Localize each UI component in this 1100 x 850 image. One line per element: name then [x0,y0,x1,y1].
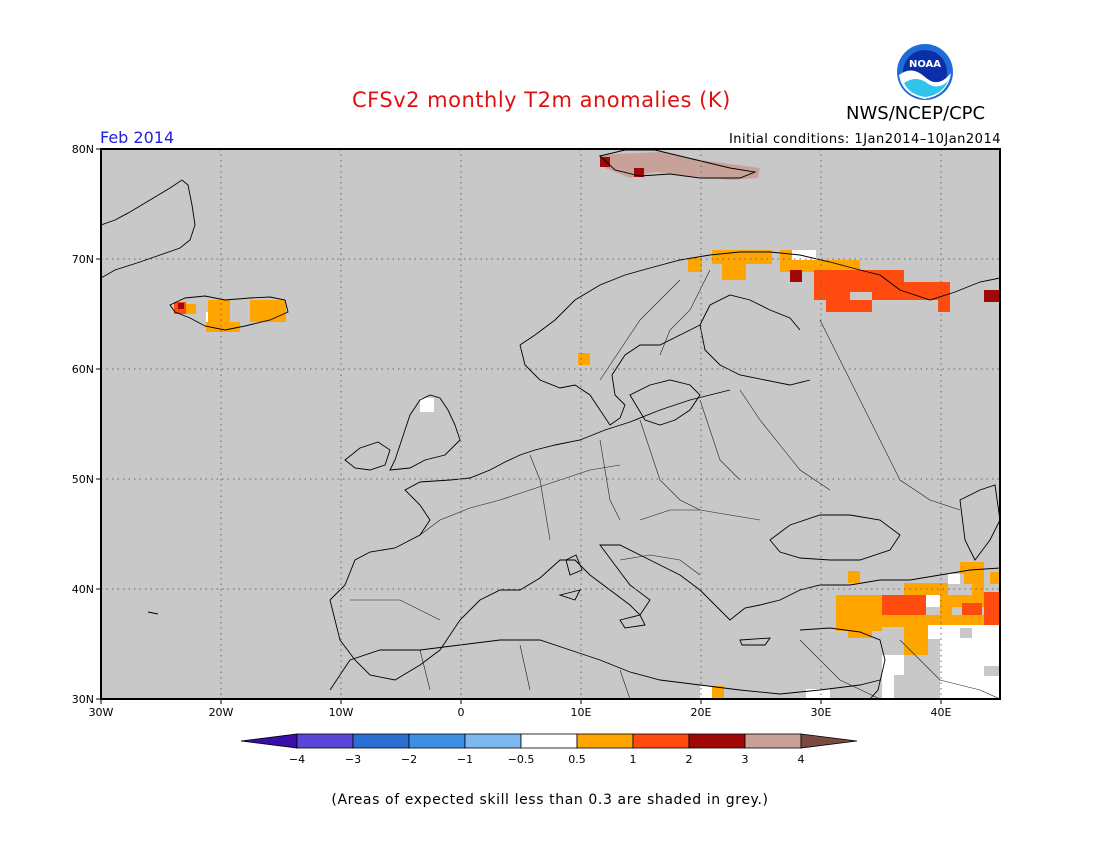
anomaly-cell [894,675,936,699]
colorbar-label: 1 [630,753,637,766]
anomaly-cell [962,603,982,615]
country-borders [350,269,1000,699]
anomaly-cell [880,615,984,627]
anomaly-cell [826,300,872,312]
colorbar-swatch [800,733,858,749]
graticule [101,149,1000,699]
anomaly-cell [964,574,984,584]
anomaly-cell [206,322,240,332]
color-bar [240,733,858,749]
noaa-logo-icon: NOAA [897,44,953,100]
colorbar-swatch [576,733,634,749]
anomaly-cell [420,398,434,412]
lat-label: 50N [72,473,94,486]
anomaly-cell [984,592,1000,626]
anomaly-cell [792,250,816,260]
colorbar-swatch [464,733,522,749]
anomaly-cell [578,353,590,365]
lon-label: 10E [571,706,592,719]
anomaly-cell [600,157,610,167]
colorbar-label: −4 [289,753,305,766]
lat-label: 80N [72,143,94,156]
lon-label: 0 [458,706,465,719]
anomaly-cell [178,303,184,309]
colorbar-label: −3 [345,753,361,766]
anomaly-cell [836,595,882,631]
anomaly-cell [790,270,802,282]
anomaly-cell [938,300,950,312]
skill-footnote: (Areas of expected skill less than 0.3 a… [331,792,769,808]
agency-label: NWS/NCEP/CPC [846,103,986,124]
svg-text:NOAA: NOAA [909,59,941,70]
anomaly-cell [984,290,1000,302]
lat-label: 40N [72,583,94,596]
colorbar-label: −2 [401,753,417,766]
colorbar-swatch [408,733,466,749]
colorbar-swatch [688,733,746,749]
anomaly-cell [722,262,746,280]
colorbar-swatch [520,733,578,749]
anomaly-map: 80N 70N 60N 50N 40N 30N 30W 20W 10W 0 10… [72,143,1001,766]
anomaly-cell [984,666,1000,676]
colorbar-swatch [240,733,298,749]
colorbar-swatch [744,733,802,749]
anomaly-cell [848,630,872,638]
anomaly-cell [250,300,286,322]
anomaly-cell [928,625,940,639]
lat-label: 60N [72,363,94,376]
anomaly-cell [850,292,872,300]
lon-label: 40E [931,706,952,719]
lon-label: 20E [691,706,712,719]
anomaly-cell [960,562,984,574]
anomaly-cell [948,574,960,584]
anomaly-cell [906,595,926,615]
anomaly-cell [700,686,712,699]
anomaly-cell [780,260,860,272]
colorbar-label: 3 [742,753,749,766]
colorbar-swatch [296,733,354,749]
colorbar-label: 2 [686,753,693,766]
tick-marks [96,148,942,704]
colorbar-label: −0.5 [508,753,535,766]
initial-conditions: Initial conditions: 1Jan2014–10Jan2014 [728,132,1001,147]
colorbar-label: −1 [457,753,473,766]
colorbar-label: 4 [798,753,805,766]
map-frame [100,148,1001,700]
anomaly-cell [814,270,904,282]
lon-label: 30W [89,706,114,719]
anomaly-cell [882,595,906,615]
chart-title: CFSv2 monthly T2m anomalies (K) [352,88,731,112]
lon-label: 10W [329,706,354,719]
anomaly-cell [186,304,196,314]
colorbar-swatch [352,733,410,749]
coastlines [101,149,1000,699]
anomaly-cell [814,282,950,300]
anomaly-cell [688,258,702,272]
anomaly-cell [848,571,860,583]
colorbar-swatch [632,733,690,749]
anomaly-cell [972,583,984,595]
anomaly-cell [940,595,952,617]
anomaly-cell [926,595,940,607]
lon-label: 30E [811,706,832,719]
forecast-month: Feb 2014 [100,128,175,147]
anomaly-cell [634,168,644,177]
lon-label: 20W [209,706,234,719]
lat-label: 30N [72,693,94,706]
anomaly-cell [960,628,972,638]
anomaly-cell [712,686,724,699]
anomaly-cell [904,625,928,655]
colorbar-labels: −4 −3 −2 −1 −0.5 0.5 1 2 3 4 [289,753,805,766]
anomaly-cell [990,572,1000,584]
colorbar-label: 0.5 [568,753,586,766]
anomaly-cell [208,300,230,322]
lat-label: 70N [72,253,94,266]
anomaly-cell [806,689,830,699]
